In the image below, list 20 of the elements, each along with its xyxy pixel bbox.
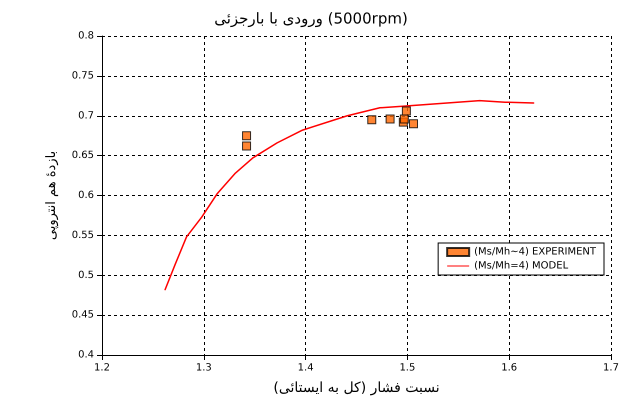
- x-tick-label: 1.7: [603, 362, 619, 374]
- x-tick-label: 1.2: [94, 362, 110, 374]
- y-tick-label: 0.6: [78, 190, 94, 201]
- chart-title: ورودی با بارجزئی (5000rpm): [214, 10, 408, 28]
- x-axis-title: نسبت فشار (کل به ایستائی): [273, 380, 440, 396]
- y-tick-label: 0.55: [72, 230, 94, 241]
- y-axis-title: بازدهٔ هم انتروپی: [44, 150, 59, 240]
- x-tick-label: 1.6: [501, 362, 518, 374]
- y-tick-label: 0.4: [78, 350, 94, 360]
- x-tick-label: 1.5: [399, 362, 416, 374]
- x-tick-label: 1.3: [196, 362, 212, 374]
- legend-label: (Ms/Mh=4) MODEL: [474, 260, 569, 272]
- y-tick-label: 0.5: [78, 270, 94, 281]
- y-tick-label: 0.8: [78, 30, 94, 42]
- y-tick-label: 0.65: [72, 150, 94, 162]
- y-tick-label: 0.75: [72, 70, 94, 82]
- legend-label: (Ms/Mh~4) EXPERIMENT: [474, 246, 597, 258]
- y-tick-label: 0.45: [72, 310, 94, 321]
- x-tick-label: 1.4: [298, 362, 314, 374]
- y-tick-label: 0.7: [78, 110, 94, 122]
